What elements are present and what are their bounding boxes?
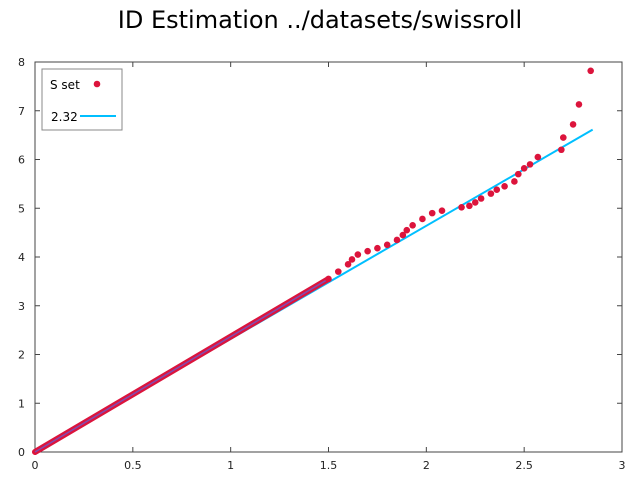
legend-label-s-set: S set [50,78,80,92]
data-point [487,190,495,197]
data-point [325,275,332,283]
data-point [511,178,518,185]
data-point [466,202,473,210]
plot-frame [34,61,623,453]
data-point [587,67,594,75]
x-tick-label: 2 [423,459,430,472]
x-tick-label: 0 [32,459,39,472]
data-point [560,134,567,141]
x-tick-label: 0.5 [124,459,142,472]
y-tick-label: 7 [18,105,25,118]
legend: S set 2.32 [41,68,123,131]
data-point [501,183,508,190]
data-point [520,164,528,172]
data-point [344,261,352,268]
y-tick-label: 1 [18,397,25,410]
data-point [569,121,577,128]
chart-title: ID Estimation ../datasets/swissroll [117,6,523,34]
y-tick-label: 4 [18,251,25,264]
y-tick-label: 8 [18,56,25,69]
y-tick-label: 6 [18,154,25,167]
data-point [393,236,401,244]
data-point [383,241,391,249]
data-point [334,268,342,275]
data-point [471,199,479,206]
data-point [409,222,416,229]
legend-box [41,68,123,131]
x-tick-label: 2.5 [515,459,533,472]
dense-band-core [34,278,329,453]
data-point [493,186,501,194]
legend-label-fit: 2.32 [51,110,78,124]
data-point [419,215,426,223]
data-point [403,226,411,234]
axes: 0 0.5 1 1.5 2 2.5 3 0 1 2 3 4 5 6 7 8 [18,56,626,472]
data-point [428,209,436,217]
x-tick-label: 1 [227,459,234,472]
data-point [558,146,565,154]
data-point [399,231,407,239]
y-tick-label: 3 [18,300,25,313]
data-point [514,170,522,178]
y-tick-label: 2 [18,349,25,362]
data-point [534,153,542,161]
data-point [354,251,362,258]
y-tick-label: 0 [18,446,25,459]
data-point [477,195,485,202]
data-point [575,101,583,108]
data-point [438,207,446,214]
data-point [374,244,381,252]
data-point [526,161,534,168]
legend-marker-s-set [93,80,101,88]
y-tick-label: 5 [18,202,25,215]
x-tick-label: 3 [619,459,626,472]
x-tick-label: 1.5 [320,459,338,472]
dense-points-layer [32,275,332,455]
data-point [364,247,371,255]
data-point [458,203,465,211]
data-point [348,256,356,263]
scatter-points-layer [325,67,594,283]
